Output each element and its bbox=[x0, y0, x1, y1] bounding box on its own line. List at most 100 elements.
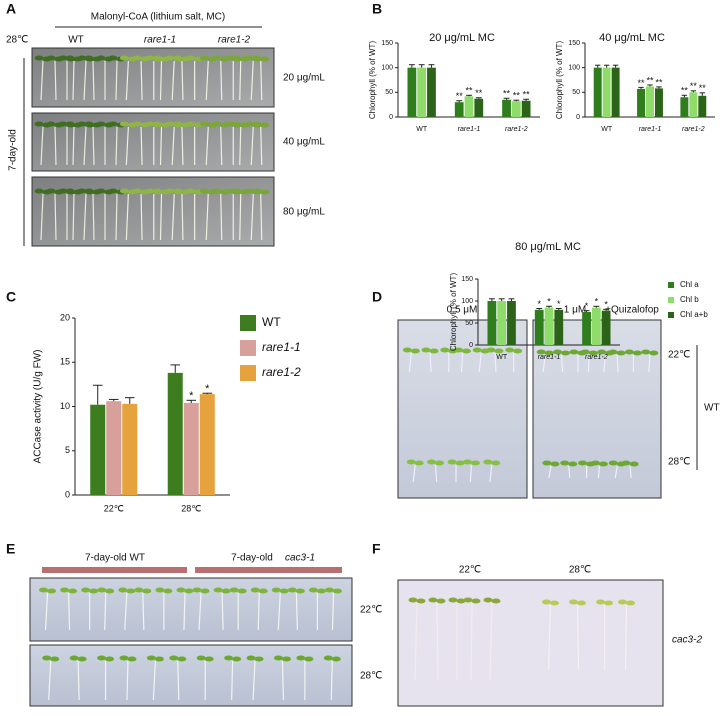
seedling-leaf bbox=[196, 655, 206, 661]
seedling-leaf bbox=[435, 460, 445, 466]
y-tick-label: 50 bbox=[385, 89, 393, 96]
temperature: 28℃ bbox=[360, 671, 382, 682]
bar bbox=[654, 88, 663, 117]
seedling-leaf bbox=[229, 587, 239, 593]
seedling-leaf bbox=[155, 587, 165, 593]
seedling-leaf bbox=[428, 597, 438, 603]
seedling-stem bbox=[205, 193, 209, 241]
seedling-leaf bbox=[96, 55, 106, 61]
seedling-stem bbox=[198, 592, 202, 631]
seedling-stem bbox=[83, 193, 87, 241]
x-tick-label: 28℃ bbox=[181, 503, 201, 513]
bar bbox=[544, 307, 554, 345]
seedling-leaf bbox=[416, 598, 426, 604]
seedling-stem bbox=[220, 60, 223, 101]
bar bbox=[554, 309, 564, 345]
legend-swatch bbox=[668, 297, 674, 303]
seedling-leaf bbox=[69, 655, 79, 661]
seedling-leaf bbox=[192, 587, 202, 593]
seedling-stem bbox=[629, 465, 632, 479]
legend-swatch bbox=[240, 365, 256, 381]
seedling-leaf bbox=[598, 461, 608, 467]
seedling-leaf bbox=[455, 460, 465, 466]
photo bbox=[397, 319, 528, 499]
seedling-stem bbox=[183, 592, 186, 631]
seedling-stem bbox=[221, 592, 224, 631]
seedling-leaf bbox=[108, 55, 118, 61]
temperature: 28℃ bbox=[569, 565, 591, 576]
seedling-leaf bbox=[427, 459, 437, 465]
panel-label: C bbox=[6, 289, 16, 305]
seedling-leaf bbox=[260, 189, 270, 195]
y-tick-label: 15 bbox=[60, 357, 70, 367]
seedling-leaf bbox=[237, 588, 247, 594]
seedling-leaf bbox=[153, 55, 162, 61]
seedling-stem bbox=[40, 193, 44, 241]
seedling-leaf bbox=[212, 121, 222, 127]
seedling-leaf bbox=[134, 587, 144, 593]
seedling-leaf bbox=[65, 121, 75, 127]
seedling-leaf bbox=[590, 460, 600, 466]
temperature: 22℃ bbox=[360, 605, 382, 616]
seedling-leaf bbox=[58, 188, 68, 194]
y-tick-label: 150 bbox=[381, 40, 393, 47]
temperature: 22℃ bbox=[668, 350, 690, 361]
y-tick-label: 100 bbox=[568, 65, 580, 72]
significance: ** bbox=[699, 83, 707, 93]
seedling-leaf bbox=[46, 188, 56, 194]
seedling-stem bbox=[40, 126, 44, 166]
seedling-stem bbox=[48, 660, 52, 701]
bar bbox=[183, 402, 199, 495]
seedling-leaf bbox=[281, 656, 291, 662]
seedling-stem bbox=[140, 193, 143, 241]
seedling-leaf bbox=[494, 348, 504, 354]
seedling-stem bbox=[140, 126, 143, 166]
seedling-leaf bbox=[224, 655, 234, 661]
seedling-leaf bbox=[145, 121, 155, 127]
bar bbox=[646, 86, 654, 117]
y-tick-label: 5 bbox=[65, 445, 70, 455]
seedling-stem bbox=[171, 60, 175, 101]
x-tick-label: rare1-2 bbox=[682, 126, 705, 133]
row-label: 20 μg/mL bbox=[283, 73, 325, 84]
seedling-stem bbox=[489, 602, 493, 681]
seedling-leaf bbox=[304, 656, 314, 662]
seedling-stem bbox=[470, 602, 473, 681]
bar bbox=[534, 309, 544, 345]
seedling-stem bbox=[67, 592, 71, 631]
bar bbox=[637, 88, 646, 117]
seedling-leaf bbox=[81, 587, 91, 593]
seedling-leaf bbox=[588, 350, 598, 356]
significance: * bbox=[604, 300, 608, 310]
group-bar bbox=[42, 567, 187, 573]
seedling-stem bbox=[587, 354, 590, 373]
column-label: WT bbox=[68, 35, 84, 46]
seedling-stem bbox=[220, 126, 223, 166]
seedling-leaf bbox=[505, 347, 515, 353]
seedling-stem bbox=[152, 660, 156, 701]
seedling-leaf bbox=[513, 348, 523, 354]
significance: ** bbox=[681, 86, 689, 96]
seedling-leaf bbox=[47, 588, 57, 594]
seedling-leaf bbox=[232, 188, 242, 194]
seedling-leaf bbox=[577, 600, 586, 606]
seedling-stem bbox=[576, 604, 580, 671]
seedling-stem bbox=[231, 660, 234, 701]
seedling-leaf bbox=[608, 460, 618, 466]
significance: ** bbox=[523, 90, 531, 100]
seedling-stem bbox=[239, 193, 242, 241]
seedling-leaf bbox=[186, 55, 196, 61]
bar bbox=[591, 307, 601, 345]
seedling-leaf bbox=[608, 349, 618, 355]
seedling-stem bbox=[171, 193, 175, 241]
seedling-leaf bbox=[58, 55, 68, 61]
seedling-stem bbox=[125, 60, 129, 101]
seedling-stem bbox=[257, 592, 260, 631]
bar bbox=[407, 67, 417, 117]
x-tick-label: WT bbox=[416, 126, 428, 133]
bar bbox=[521, 100, 531, 117]
seedling-leaf bbox=[246, 655, 256, 661]
significance: ** bbox=[655, 77, 663, 87]
x-tick-label: 22℃ bbox=[104, 503, 124, 513]
seedling-leaf bbox=[224, 188, 234, 194]
